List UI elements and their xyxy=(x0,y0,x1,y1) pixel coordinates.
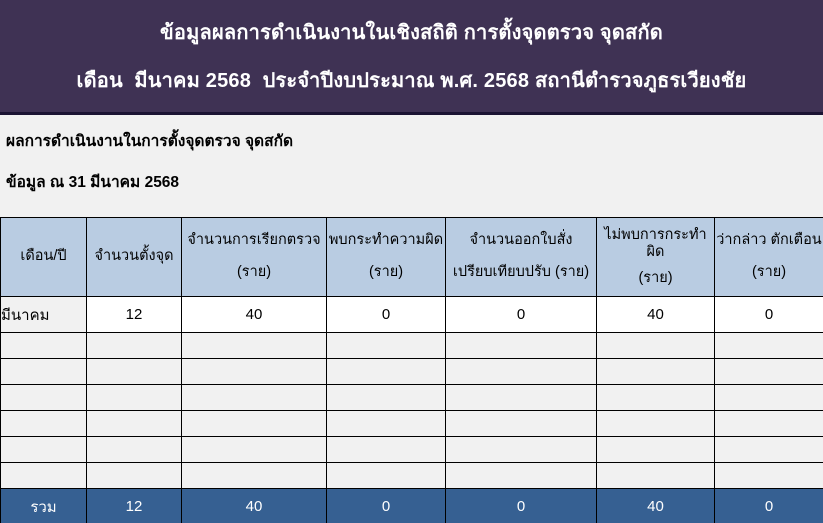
info-line-asof-date: ข้อมูล ณ 31 มีนาคม 2568 xyxy=(6,174,180,191)
table-empty-row xyxy=(0,384,823,411)
total-cell-no-offense: 40 xyxy=(596,488,715,523)
table-empty-row xyxy=(0,462,823,489)
col-header-tickets-issued: จำนวนออกใบสั่ง เปรียบเทียบปรับ (ราย) xyxy=(445,217,597,297)
col-header-inspections: จำนวนการเรียกตรวจ (ราย) xyxy=(181,217,327,297)
value-cell-inspections: 40 xyxy=(181,296,327,333)
total-cell-offenses: 0 xyxy=(326,488,446,523)
total-cell-checkpoints: 12 xyxy=(86,488,182,523)
table-empty-row xyxy=(0,436,823,463)
report-banner: ข้อมูลผลการดำเนินงานในเชิงสถิติ การตั้งจ… xyxy=(0,0,823,115)
col-header-no-offense-found: ไม่พบการกระทำผิด (ราย) xyxy=(596,217,715,297)
value-cell-tickets: 0 xyxy=(445,296,597,333)
col-header-verbal-warning: ว่ากล่าว ตักเตือน (ราย) xyxy=(714,217,823,297)
value-cell-warnings: 0 xyxy=(714,296,823,333)
total-cell-warnings: 0 xyxy=(714,488,823,523)
table-header-row: เดือน/ปี จำนวนตั้งจุด จำนวนการเรียกตรวจ … xyxy=(0,217,823,297)
value-cell-checkpoints: 12 xyxy=(86,296,182,333)
value-cell-no-offense: 40 xyxy=(596,296,715,333)
col-header-offenses-found: พบกระทำความผิด (ราย) xyxy=(326,217,446,297)
checkpoint-statistics-table: เดือน/ปี จำนวนตั้งจุด จำนวนการเรียกตรวจ … xyxy=(0,217,823,523)
value-cell-offenses: 0 xyxy=(326,296,446,333)
banner-title-line1: ข้อมูลผลการดำเนินงานในเชิงสถิติ การตั้งจ… xyxy=(160,22,663,44)
table-row-march: มีนาคม 12 40 0 0 40 0 xyxy=(0,296,823,333)
col-header-checkpoints-set: จำนวนตั้งจุด xyxy=(86,217,182,297)
table-empty-row xyxy=(0,410,823,437)
table-empty-row xyxy=(0,332,823,359)
info-line-operations: ผลการดำเนินงานในการตั้งจุดตรวจ จุดสกัด xyxy=(6,133,294,150)
info-strip: ผลการดำเนินงานในการตั้งจุดตรวจ จุดสกัด ข… xyxy=(0,115,823,217)
total-label-cell: รวม xyxy=(0,488,87,523)
col-header-month-year: เดือน/ปี xyxy=(0,217,87,297)
table-total-row: รวม 12 40 0 0 40 0 xyxy=(0,488,823,523)
table-empty-row xyxy=(0,358,823,385)
total-cell-inspections: 40 xyxy=(181,488,327,523)
month-cell: มีนาคม xyxy=(0,296,87,333)
banner-title-line2: เดือน มีนาคม 2568 ประจำปีงบประมาณ พ.ศ. 2… xyxy=(76,70,747,92)
total-cell-tickets: 0 xyxy=(445,488,597,523)
